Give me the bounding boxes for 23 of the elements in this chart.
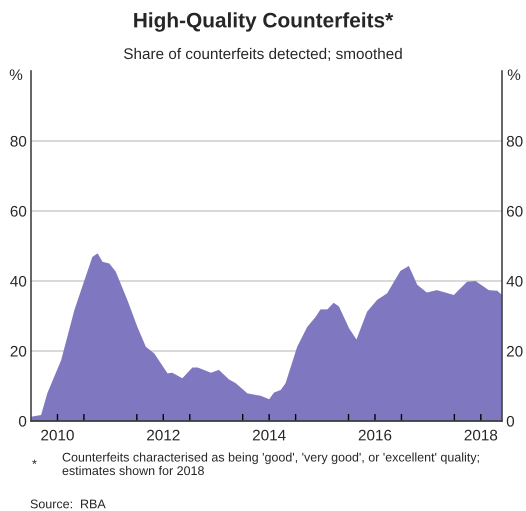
y2-tick-label: 20 — [506, 346, 523, 357]
y-tick-label: 0 — [18, 416, 26, 427]
x-tick-label: 2018 — [464, 430, 498, 441]
x-tick-label: 2012 — [147, 430, 180, 441]
text: RBA — [81, 500, 106, 508]
text: * — [32, 460, 37, 464]
y2-axis-title: % — [508, 69, 520, 80]
y2-tick-label: 60 — [506, 206, 523, 217]
y-tick-label: 80 — [10, 136, 26, 147]
y2-tick-label: 0 — [506, 416, 514, 427]
chart-title: High-Quality Counterfeits* — [134, 12, 394, 32]
y-tick-label: 20 — [10, 346, 26, 357]
y2-tick-label: 40 — [506, 276, 523, 287]
y-tick-label: 40 — [10, 276, 26, 287]
x-tick-label: 2016 — [358, 430, 392, 441]
source-note: Source: — [30, 500, 72, 508]
y-tick-label: 60 — [10, 206, 26, 217]
y-axis-title: % — [10, 69, 22, 80]
y2-tick-label: 80 — [506, 136, 523, 147]
x-tick-label: 2014 — [252, 430, 286, 441]
text: Counterfeits characterised as being 'good', 'very good', or 'excellent' quality; estimates shown for 2018 — [62, 452, 479, 476]
x-tick-label: 2010 — [41, 430, 74, 441]
chart-subtitle: Share of counterfeits detected; smoothed — [124, 48, 402, 61]
